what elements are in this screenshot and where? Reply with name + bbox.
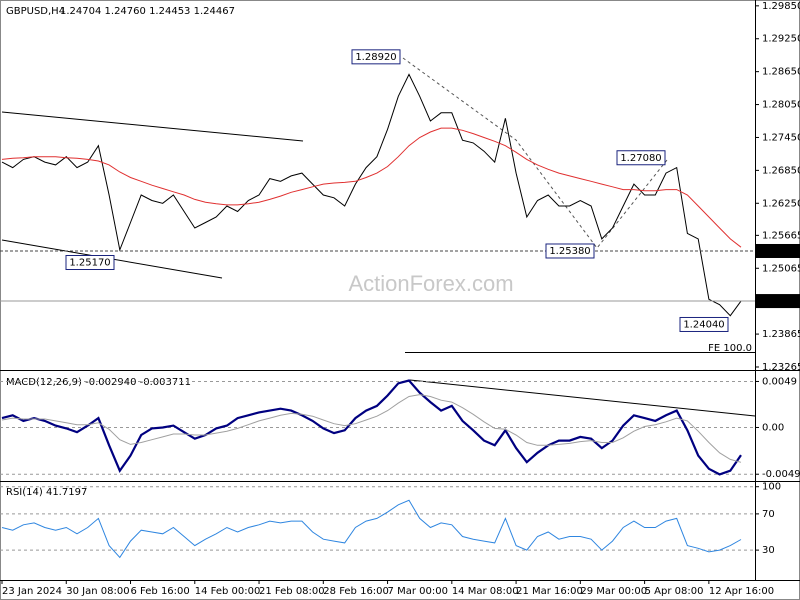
y-tick-label: 1.28650 <box>762 67 800 78</box>
x-tick-label: 6 Feb 16:00 <box>131 586 190 597</box>
macd-trend-line <box>409 379 756 417</box>
price-label: 1.27080 <box>620 153 661 164</box>
y-tick-label: 30 <box>762 545 775 556</box>
y-tick-label: 1.26850 <box>762 165 800 176</box>
price-label-box <box>65 255 115 271</box>
y-tick-label: 1.23865 <box>762 329 800 340</box>
fib-zigzag <box>402 57 668 249</box>
series-line <box>1 379 742 476</box>
series-line <box>1 394 742 463</box>
trend-line <box>1 111 304 142</box>
price-label: 1.25380 <box>549 246 590 257</box>
x-tick-label: 30 Jan 08:00 <box>66 586 129 597</box>
y-tick-label: 1.25065 <box>762 263 800 274</box>
y-tick-label: 1.26250 <box>762 198 800 209</box>
axis-price-box <box>756 294 800 309</box>
quote: 1.24704 1.24760 1.24453 1.24467 <box>60 6 235 17</box>
series-line <box>1 127 742 248</box>
x-tick-label: 21 Feb 08:00 <box>259 586 325 597</box>
y-tick-label: 0.0049 <box>762 376 797 387</box>
macd-title: MACD(12,26,9) -0.002940 -0.003711 <box>6 377 191 388</box>
x-tick-label: 21 Mar 16:00 <box>516 586 583 597</box>
rsi-title: RSI(14) 41.7197 <box>6 487 87 498</box>
x-tick-label: 29 Mar 00:00 <box>580 586 647 597</box>
y-tick-label: 1.25665 <box>762 230 800 241</box>
y-tick-label: 1.29250 <box>762 34 800 45</box>
y-tick-label: 1.29850 <box>762 1 800 12</box>
x-tick-label: 12 Apr 16:00 <box>709 586 774 597</box>
y-tick-label: 1.23265 <box>762 362 800 373</box>
y-tick-label: 1.28050 <box>762 100 800 111</box>
axis-price-box <box>756 243 800 258</box>
watermark: ActionForex.com <box>348 271 513 296</box>
x-tick-label: 5 Apr 08:00 <box>645 586 704 597</box>
x-tick-label: 23 Jan 2024 <box>2 586 62 597</box>
x-tick-label: 14 Feb 00:00 <box>195 586 261 597</box>
y-tick-label: 1.27450 <box>762 132 800 143</box>
y-tick-label: 100 <box>762 482 781 493</box>
price-label-box <box>351 49 401 65</box>
x-tick-label: 14 Mar 08:00 <box>452 586 519 597</box>
axis-price-label: 1.25380 <box>762 246 800 257</box>
price-label: 1.25170 <box>69 258 110 269</box>
price-label: 1.24040 <box>683 319 724 330</box>
chart-title: GBPUSD,H4 <box>6 6 65 17</box>
price-label-box <box>545 243 595 259</box>
y-tick-label: 70 <box>762 509 775 520</box>
axis-price-label: 1.24467 <box>762 296 800 307</box>
series-line <box>1 73 742 317</box>
series-line <box>1 499 742 559</box>
y-tick-label: -0.004978 <box>762 469 800 480</box>
price-label-box <box>679 316 729 332</box>
x-tick-label: 7 Mar 00:00 <box>388 586 448 597</box>
fe-label: FE 100.0 <box>708 343 752 354</box>
price-label-box <box>616 150 666 166</box>
y-tick-label: 0.00 <box>762 422 784 433</box>
x-tick-label: 28 Feb 16:00 <box>323 586 389 597</box>
price-label: 1.28920 <box>355 52 396 63</box>
